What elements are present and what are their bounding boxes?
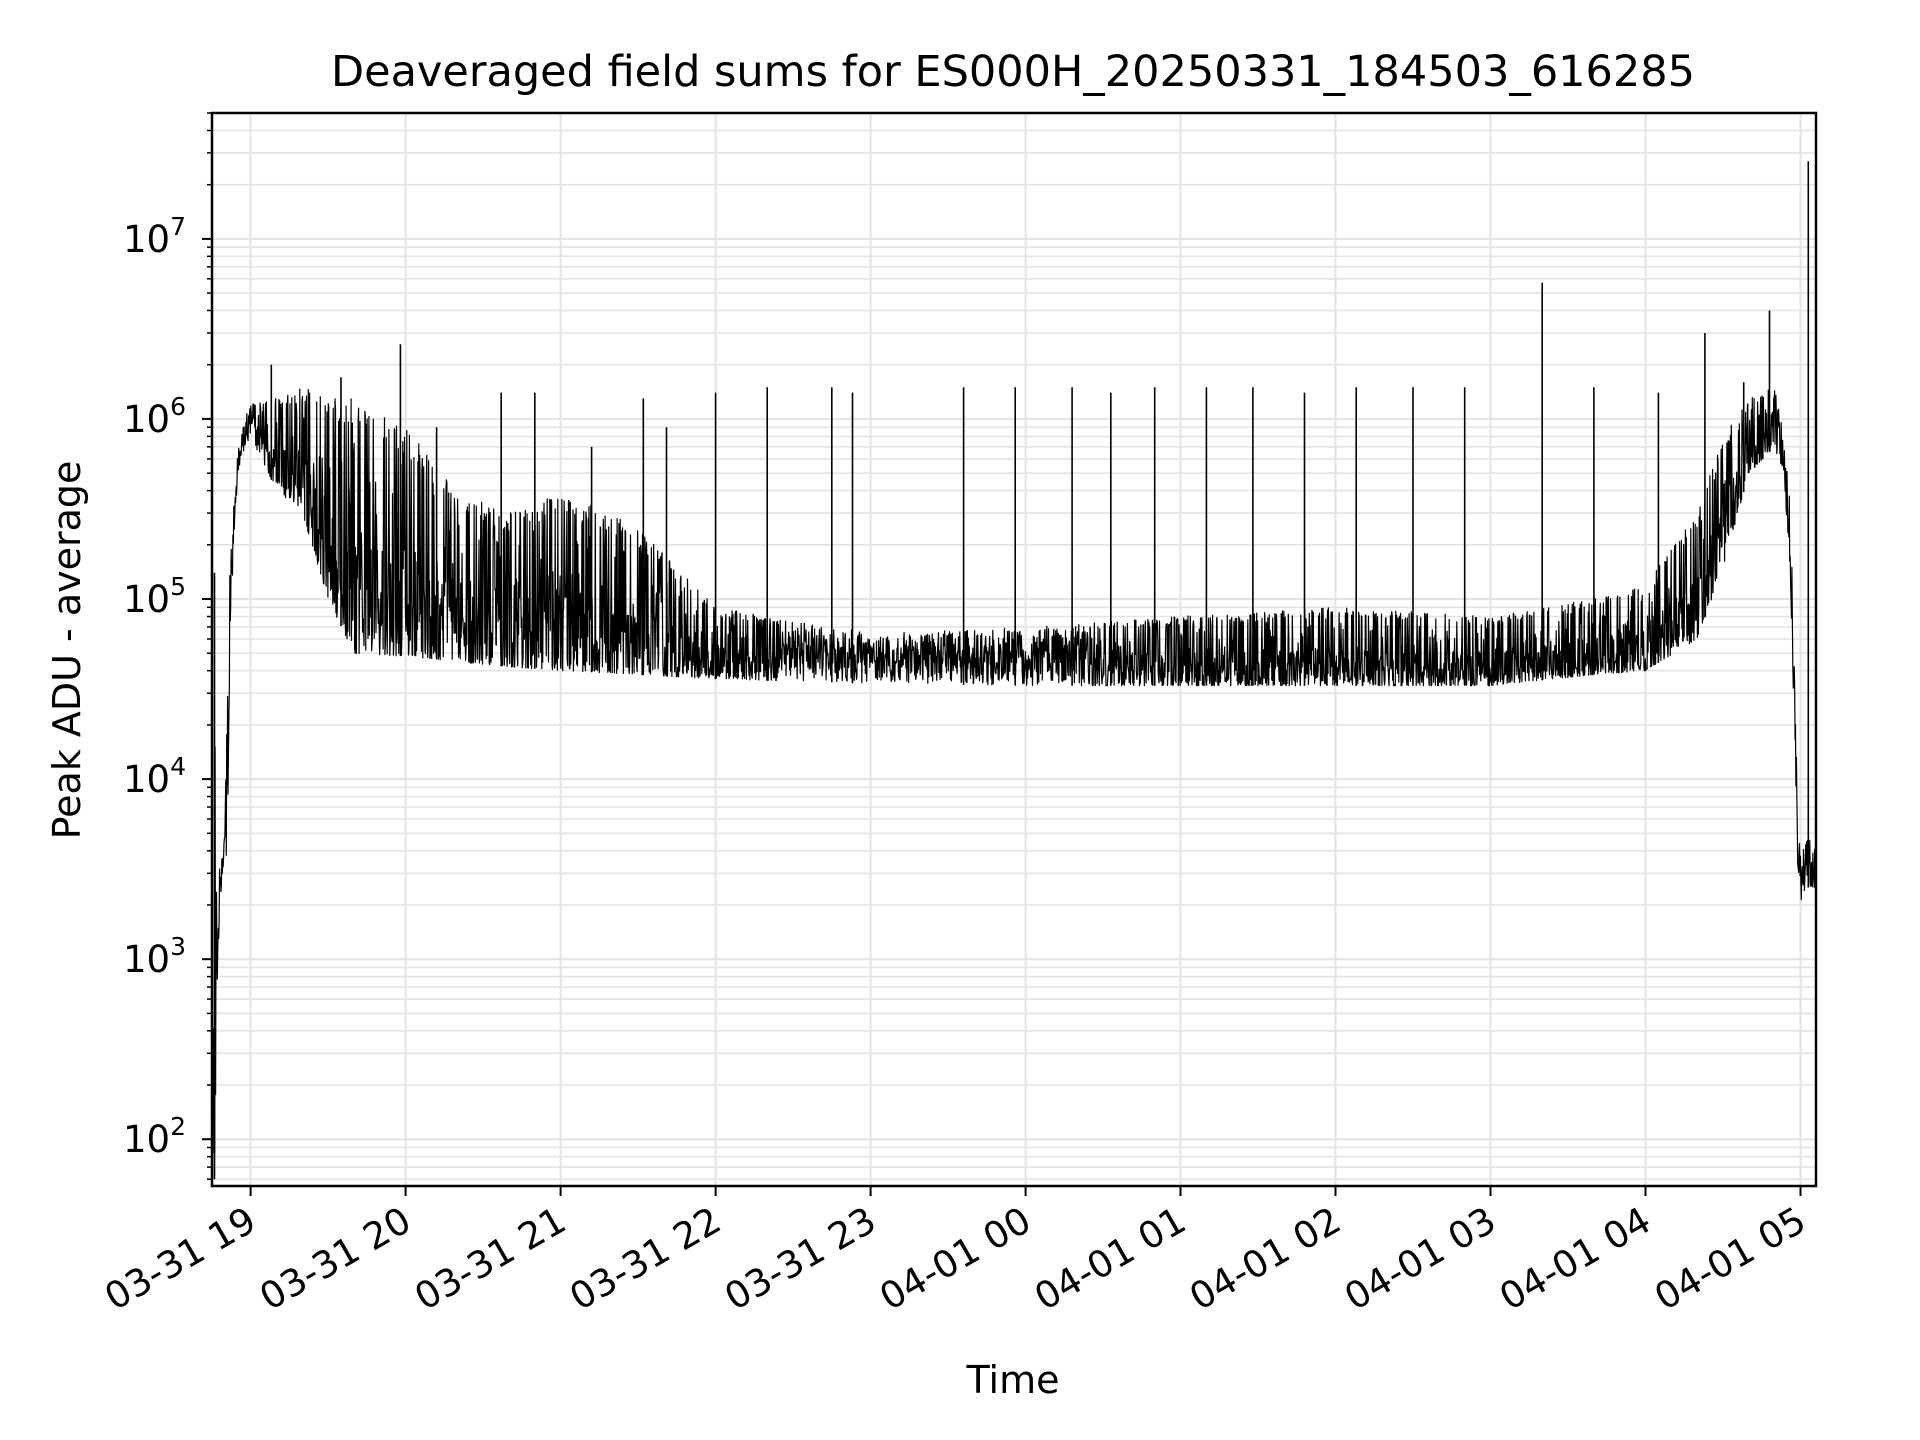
data-series [211, 161, 1817, 1180]
y-tick-label: 105 [123, 572, 186, 621]
y-tick-label: 104 [123, 752, 186, 801]
grid-lines [212, 112, 1816, 1186]
y-axis-ticks: 102 103 104 105 106 107 [123, 112, 212, 1180]
y-tick-label: 102 [123, 1112, 186, 1161]
y-axis-label: Peak ADU - average [45, 461, 89, 840]
y-tick-label: 103 [123, 932, 186, 981]
y-tick-label: 106 [123, 392, 186, 441]
plot-area-frame [210, 111, 1818, 1188]
x-axis-label: Time [966, 1358, 1060, 1402]
chart-title: Deaveraged field sums for ES000H_2025033… [331, 47, 1695, 97]
y-tick-label: 107 [123, 212, 186, 261]
series-line [211, 388, 1817, 1163]
